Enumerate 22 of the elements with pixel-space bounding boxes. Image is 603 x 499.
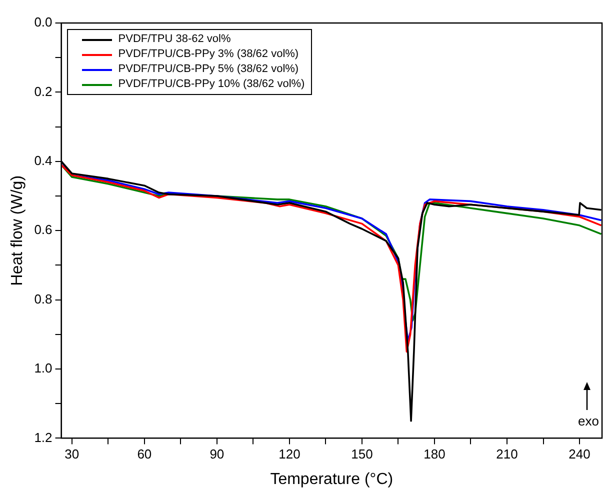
x-axis-title: Temperature (°C) bbox=[270, 470, 394, 488]
y-tick-label: 0.8 bbox=[34, 291, 52, 306]
x-tick-label: 240 bbox=[568, 446, 590, 462]
y-tick-label: 0.6 bbox=[34, 222, 52, 238]
x-tick-label: 120 bbox=[278, 446, 300, 462]
y-tick-label: 0.2 bbox=[34, 84, 52, 99]
x-tick-label: 210 bbox=[496, 446, 518, 462]
y-axis-title: Heat flow (W/g) bbox=[9, 175, 26, 286]
x-tick-label: 30 bbox=[64, 446, 80, 462]
annotation: exo bbox=[578, 413, 599, 428]
x-tick-label: 90 bbox=[210, 446, 224, 462]
x-tick-label: 180 bbox=[424, 446, 446, 462]
legend-label: PVDF/TPU/CB-PPy 5% (38/62 vol%) bbox=[118, 62, 299, 77]
legend-label: PVDF/TPU/CB-PPy 10% (38/62 vol%) bbox=[118, 77, 305, 92]
y-tick-label: 1.2 bbox=[34, 430, 52, 445]
x-tick-label: 60 bbox=[137, 446, 152, 462]
y-tick-label: 0.0 bbox=[34, 14, 52, 30]
x-tick-label: 150 bbox=[351, 446, 373, 462]
y-tick-label: 0.4 bbox=[34, 152, 52, 168]
legend-label: PVDF/TPU/CB-PPy 3% (38/62 vol%) bbox=[118, 47, 299, 62]
legend-label: PVDF/TPU 38-62 vol% bbox=[118, 32, 231, 47]
y-tick-label: 1.0 bbox=[34, 360, 52, 376]
